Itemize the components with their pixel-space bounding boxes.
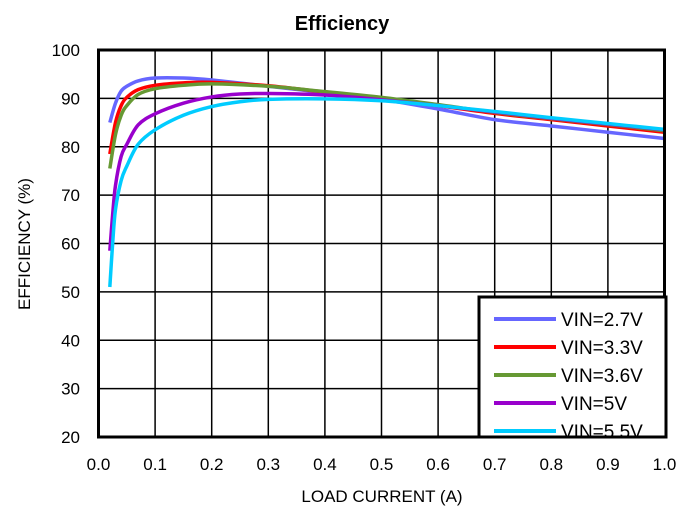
y-tick-label: 40 bbox=[61, 331, 80, 350]
y-tick-label: 30 bbox=[61, 380, 80, 399]
legend-label: VIN=5V bbox=[561, 394, 627, 415]
y-tick-labels: 20 30 40 50 60 70 80 90 100 bbox=[52, 41, 80, 447]
x-axis-label: LOAD CURRENT (A) bbox=[301, 487, 462, 506]
x-tick-label: 0.3 bbox=[256, 455, 280, 474]
y-tick-label: 80 bbox=[61, 138, 80, 157]
x-tick-label: 0.6 bbox=[426, 455, 450, 474]
x-tick-label: 0.5 bbox=[370, 455, 394, 474]
legend: VIN=2.7V VIN=3.3V VIN=3.6V VIN=5V VIN=5.5V bbox=[477, 295, 668, 443]
x-tick-label: 0.2 bbox=[200, 455, 224, 474]
y-tick-label: 60 bbox=[61, 235, 80, 254]
x-tick-label: 0.9 bbox=[596, 455, 620, 474]
legend-label: VIN=3.3V bbox=[561, 338, 643, 359]
x-tick-label: 0.0 bbox=[87, 455, 111, 474]
legend-label: VIN=2.7V bbox=[561, 310, 643, 331]
legend-label: VIN=5.5V bbox=[561, 422, 643, 443]
series-line-vin-5v bbox=[108, 91, 665, 251]
x-tick-label: 1.0 bbox=[653, 455, 677, 474]
y-tick-label: 100 bbox=[52, 41, 80, 60]
plot-frame bbox=[97, 48, 666, 439]
x-tick-labels: 0.0 0.1 0.2 0.3 0.4 0.5 0.6 0.7 0.8 0.9 1.0 bbox=[87, 455, 677, 474]
legend-label: VIN=3.6V bbox=[561, 366, 643, 387]
series-line-vin-2-7v bbox=[108, 76, 665, 141]
x-tick-label: 0.1 bbox=[143, 455, 167, 474]
y-axis-label: EFFICIENCY (%) bbox=[15, 178, 34, 310]
x-tick-label: 0.4 bbox=[313, 455, 337, 474]
series-line-vin-5-5v bbox=[108, 97, 665, 288]
chart-title: Efficiency bbox=[295, 13, 390, 35]
series-line-vin-3-6v bbox=[108, 82, 665, 169]
series-line-vin-3-3v bbox=[108, 80, 665, 155]
x-tick-label: 0.8 bbox=[539, 455, 563, 474]
y-tick-label: 20 bbox=[61, 428, 80, 447]
x-tick-label: 0.7 bbox=[483, 455, 507, 474]
y-tick-label: 90 bbox=[61, 89, 80, 108]
series-lines bbox=[108, 76, 665, 288]
y-tick-label: 70 bbox=[61, 186, 80, 205]
y-tick-label: 50 bbox=[61, 283, 80, 302]
